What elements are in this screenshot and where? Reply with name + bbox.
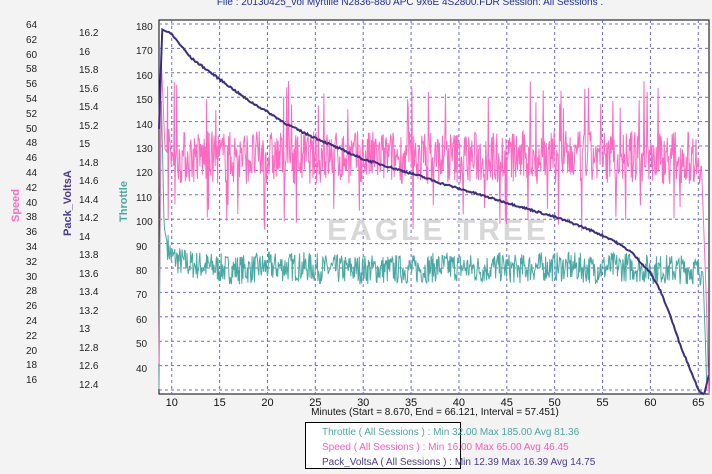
throttle-axis-tick: 180 [136, 22, 153, 33]
speed-axis-tick: 32 [26, 256, 38, 268]
x-tick-label: 20 [261, 397, 273, 409]
x-tick-label: 25 [309, 397, 321, 409]
volts-axis-tick: 15.8 [79, 65, 99, 76]
volts-axis-tick: 15 [79, 139, 91, 150]
speed-axis-tick: 42 [26, 182, 38, 194]
speed-axis-tick: 48 [26, 138, 38, 150]
throttle-axis-tick: 70 [136, 290, 148, 302]
speed-axis-tick: 40 [26, 197, 38, 209]
volts-axis-tick: 14 [79, 231, 91, 243]
x-tick-label: 30 [357, 397, 369, 409]
x-tick-label: 15 [213, 397, 225, 409]
throttle-axis-tick: 90 [136, 241, 148, 253]
series-line-pack_voltsa [158, 27, 710, 396]
volts-axis-tick: 12.4 [79, 379, 99, 391]
speed-axis-tick: 38 [26, 212, 38, 224]
volts-axis-tick: 13.2 [79, 305, 99, 317]
legend: Throttle ( All Sessions ) : Min 32.00 Ma… [305, 422, 596, 469]
legend-throttle: Throttle ( All Sessions ) : Min 32.00 Ma… [322, 427, 580, 438]
series-layer [158, 27, 710, 396]
volts-axis-tick: 16 [79, 46, 91, 58]
x-tick-label: 60 [644, 397, 656, 409]
chart-title: File : 20130425_vol Myrtille N2836-880 A… [216, 0, 604, 8]
speed-axis-tick: 44 [26, 168, 38, 179]
volts-axis-tick: 15.6 [79, 83, 99, 95]
speed-axis-tick: 56 [26, 79, 38, 91]
speed-axis-tick: 62 [26, 34, 38, 46]
series-line-throttle [158, 100, 708, 390]
throttle-axis-tick: 160 [136, 70, 153, 82]
legend-volts: Pack_VoltsA ( All Sessions ) : Min 12.39… [322, 457, 596, 468]
speed-axis-tick: 26 [26, 301, 38, 313]
speed-axis-tick: 46 [26, 153, 38, 165]
volts-axis-tick: 16.2 [79, 28, 99, 39]
speed-axis-tick: 28 [26, 286, 38, 298]
throttle-axis-tick: 150 [136, 95, 153, 107]
x-axis-title: Minutes (Start = 8.670, End = 66.121, In… [311, 407, 559, 418]
volts-axis-tick: 14.8 [79, 157, 99, 169]
x-tick-label: 35 [405, 397, 417, 409]
volts-axis-tick: 13.4 [79, 287, 99, 298]
x-tick-label: 50 [549, 397, 561, 409]
speed-axis-tick: 24 [26, 316, 38, 327]
throttle-axis-tick: 100 [136, 217, 153, 229]
speed-axis-tick: 34 [26, 242, 38, 253]
x-tick-label: 10 [166, 397, 178, 409]
throttle-axis-tick: 60 [136, 314, 148, 326]
throttle-axis-tick: 110 [136, 192, 152, 204]
speed-axis-tick: 64 [26, 20, 38, 31]
throttle-axis-tick: 140 [136, 119, 153, 131]
speed-axis-tick: 22 [26, 330, 38, 342]
volts-axis-tick: 13.8 [79, 250, 99, 261]
plot-background [158, 19, 710, 395]
volts-axis-tick: 15.2 [79, 120, 99, 132]
volts-axis-tick: 14.6 [79, 176, 99, 187]
speed-axis-tick: 18 [26, 360, 38, 372]
speed-axis-tick: 36 [26, 227, 38, 239]
legend-speed: Speed ( All Sessions ) : Min 16.00 Max 6… [322, 442, 569, 453]
volts-axis-tick: 14.2 [79, 213, 99, 224]
throttle-axis-tick: 40 [136, 363, 148, 375]
speed-axis-tick: 50 [26, 123, 38, 135]
series-line-speed [158, 63, 710, 395]
volts-axis-tick: 12.6 [79, 361, 99, 372]
volts-axis-tick: 12.8 [79, 342, 99, 354]
volts-axis-tick: 13.6 [79, 268, 99, 280]
speed-axis-tick: 52 [26, 108, 38, 120]
throttle-axis-tick: 120 [136, 168, 153, 180]
speed-axis-tick: 54 [26, 94, 38, 105]
watermark: EAGLE TREE [327, 214, 549, 247]
speed-axis-tick: 20 [26, 345, 38, 357]
x-tick-label: 65 [692, 397, 704, 409]
throttle-axis-tick: 170 [136, 46, 153, 58]
throttle-axis-tick: 50 [136, 339, 148, 351]
throttle-axis-tick: 130 [136, 144, 153, 155]
speed-axis-tick: 30 [26, 271, 38, 283]
x-axis: 10 15 20 25 30 35 40 45 50 55 60 65 [166, 397, 705, 409]
grid [159, 20, 709, 394]
speed-axis-tick: 60 [26, 49, 38, 61]
x-tick-label: 55 [596, 397, 608, 409]
volts-axis-tick: 15.4 [79, 102, 99, 113]
speed-axis-tick: 58 [26, 64, 38, 76]
speed-axis-tick: 16 [26, 375, 38, 387]
volts-axis-tick: 13 [79, 324, 91, 335]
x-tick-label: 45 [501, 397, 513, 409]
x-tick-label: 40 [453, 397, 465, 409]
throttle-axis-tick: 80 [136, 266, 148, 277]
volts-axis-tick: 14.4 [79, 194, 99, 206]
